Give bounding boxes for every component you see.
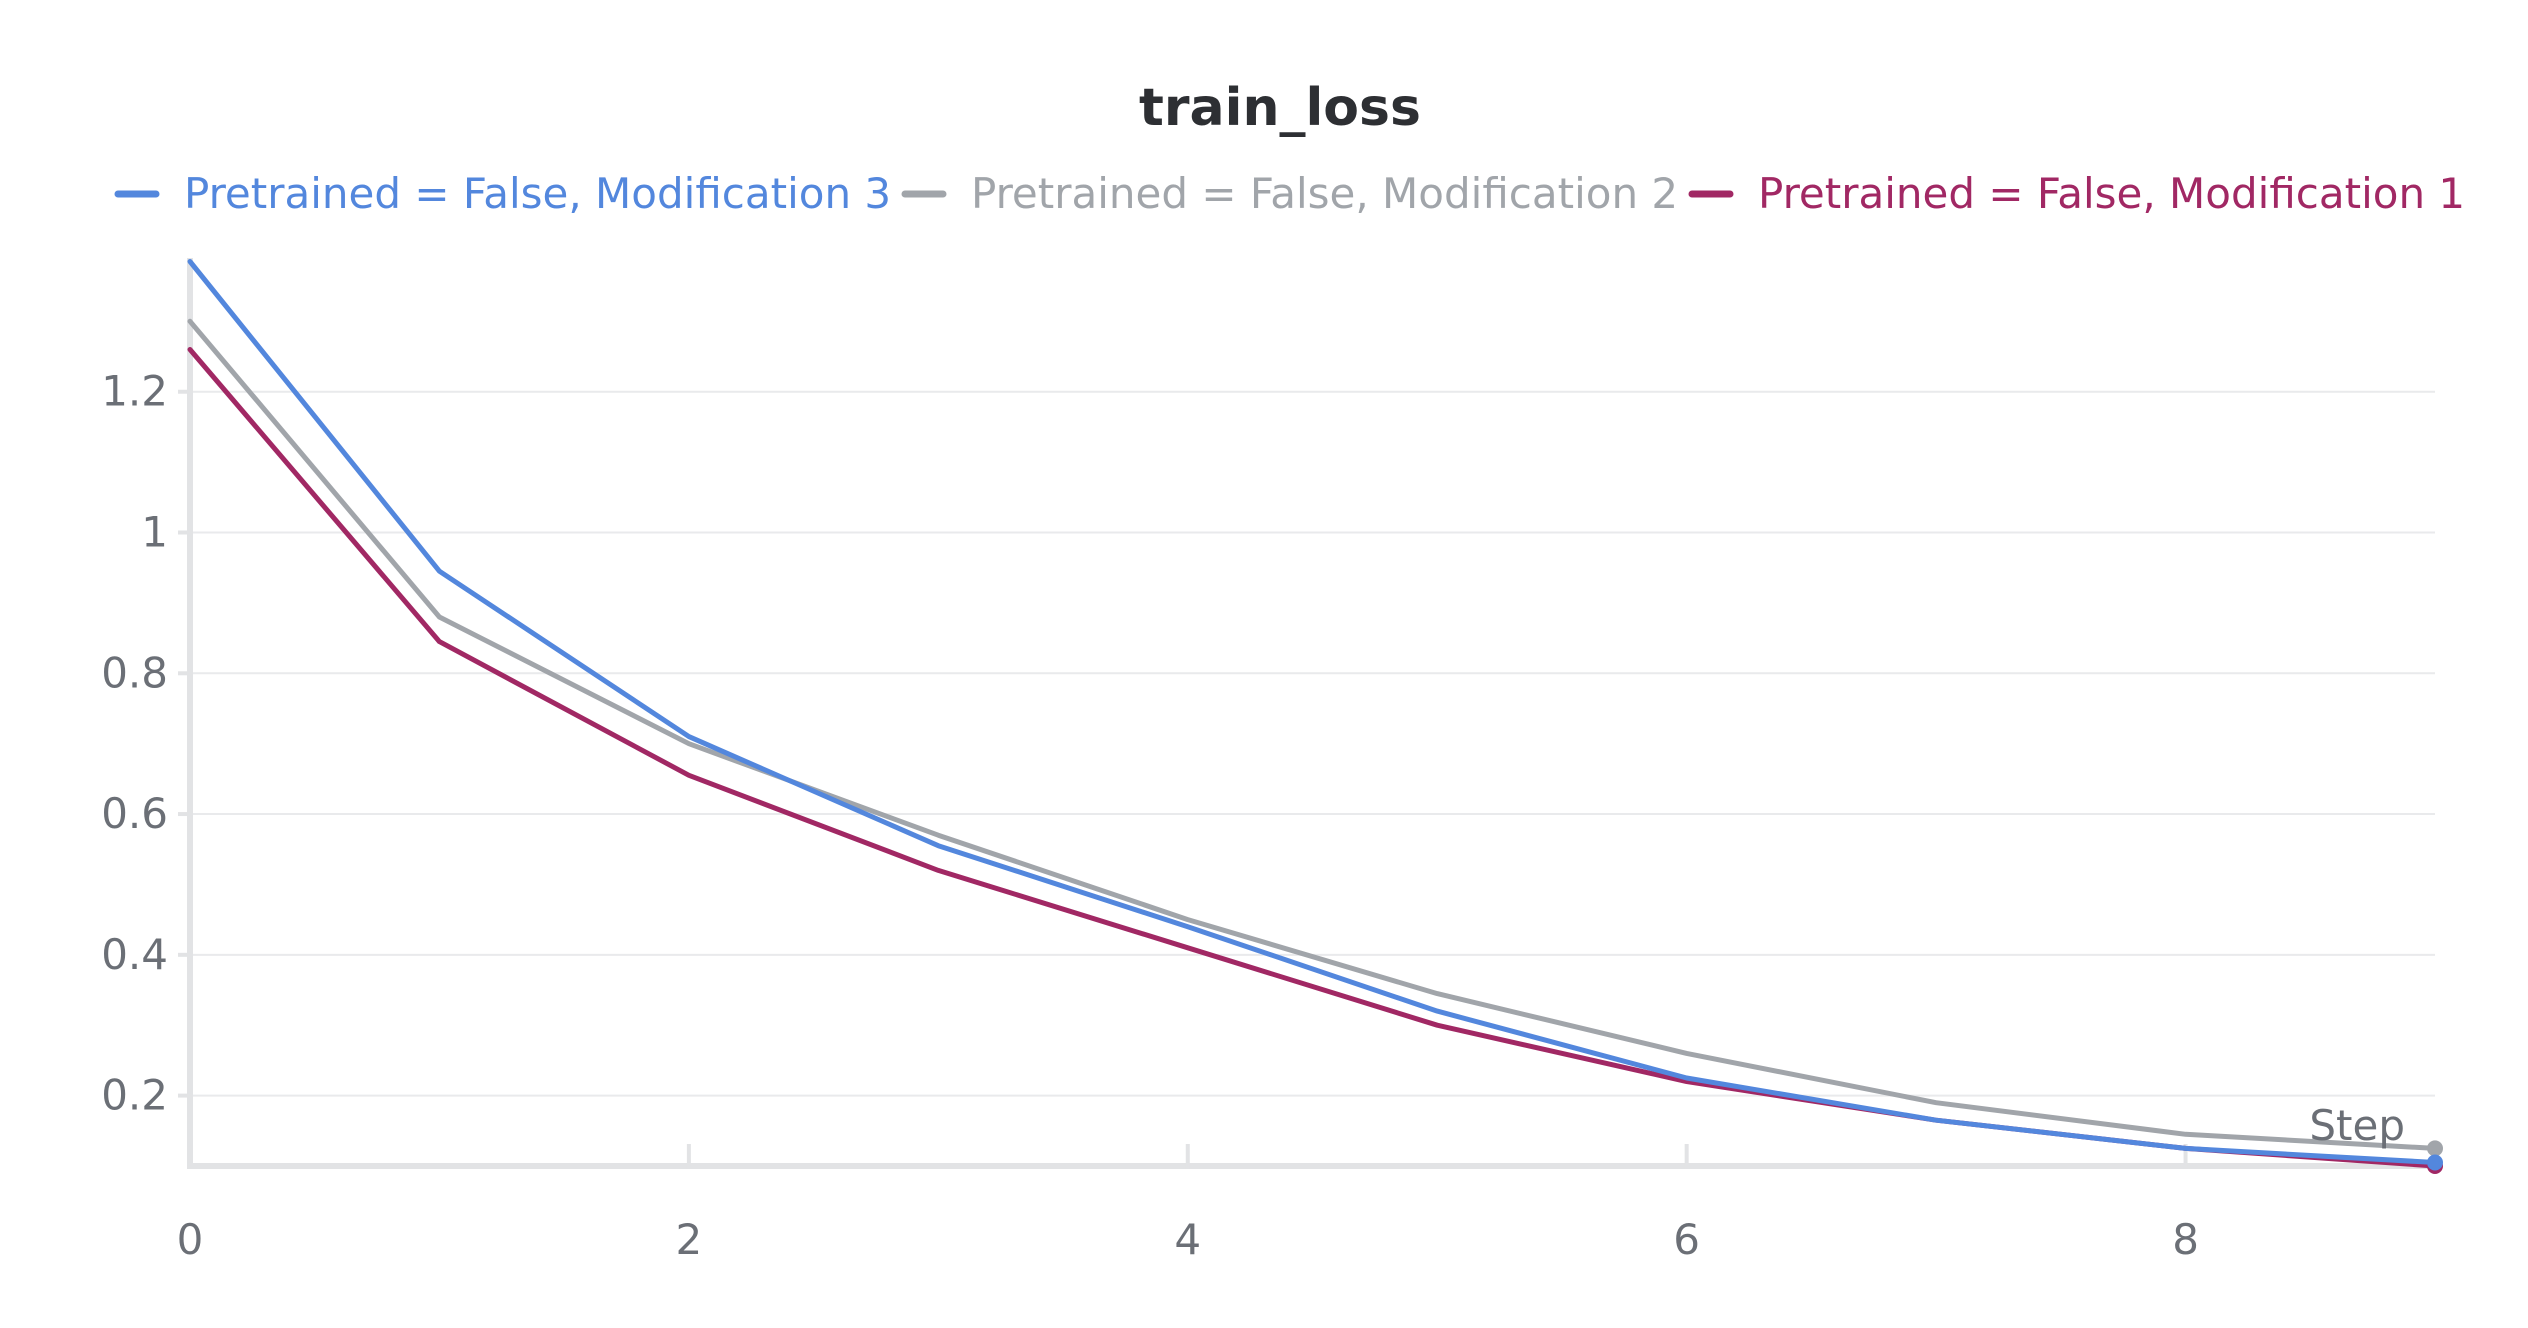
y-tick-label: 0.4	[101, 930, 168, 979]
y-tick-label: 0.2	[101, 1071, 168, 1120]
series-line-3	[187, 347, 2438, 1169]
y-tick-label: 0.6	[101, 789, 168, 838]
series-endpoint-2	[2427, 1140, 2443, 1157]
legend: Pretrained = False, Modification 3 Pretra…	[114, 169, 2465, 218]
y-axis-ticks: 0.2 0.4 0.6 0.8 1 1.2	[101, 367, 190, 1120]
x-tick-label: 4	[1174, 1215, 1201, 1264]
y-tick-label: 1.2	[101, 367, 168, 416]
chart-title: train_loss	[1139, 78, 1421, 138]
x-tick-label: 6	[1673, 1215, 1700, 1264]
series-endpoint-1	[2427, 1154, 2443, 1171]
y-tick-label: 0.8	[101, 648, 168, 697]
x-tick-label: 2	[676, 1215, 703, 1264]
series-lines	[187, 259, 2443, 1174]
grid-lines	[190, 390, 2435, 1097]
legend-label: Pretrained = False, Modification 1	[1758, 169, 2465, 218]
x-tick-label: 0	[177, 1215, 204, 1264]
x-axis-label: Step	[2309, 1101, 2405, 1150]
legend-label: Pretrained = False, Modification 2	[971, 169, 1678, 218]
x-tick-label: 8	[2172, 1215, 2199, 1264]
series-line-1	[187, 259, 2438, 1165]
y-tick-label: 1	[141, 508, 168, 557]
series-line-2	[187, 318, 2438, 1151]
x-axis-ticks: 0 2 4 6 8	[177, 1144, 2199, 1264]
legend-label: Pretrained = False, Modification 3	[184, 169, 891, 218]
axes	[187, 258, 2435, 1169]
